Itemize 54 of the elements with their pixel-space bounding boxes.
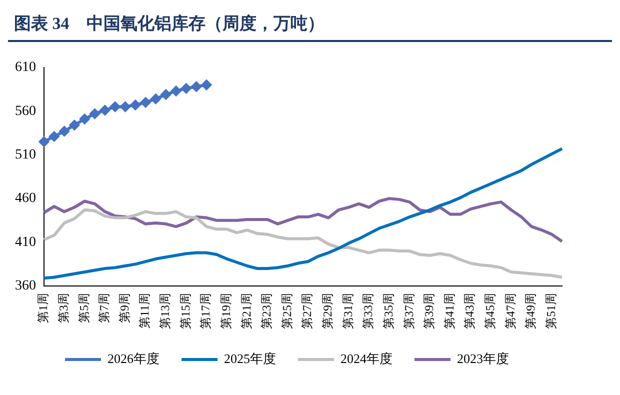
x-tick-label: 第19周 <box>218 293 233 329</box>
x-tick-label: 第33周 <box>361 293 376 329</box>
x-tick-label: 第27周 <box>300 293 314 329</box>
y-tick-label: 360 <box>15 278 36 294</box>
point <box>160 90 171 100</box>
point <box>100 105 110 116</box>
y-tick-label: 610 <box>15 60 36 76</box>
x-tick-label: 第1周 <box>36 293 50 323</box>
x-tick-label: 第7周 <box>97 293 112 323</box>
point <box>110 102 120 112</box>
x-tick-label: 第41周 <box>442 293 456 329</box>
point <box>39 136 49 147</box>
point <box>130 100 140 110</box>
point <box>80 114 90 124</box>
x-tick-label: 第5周 <box>76 293 91 323</box>
x-tick-label: 第29周 <box>320 293 335 329</box>
x-tick-label: 第45周 <box>483 293 498 329</box>
x-tick-label: 第51周 <box>544 293 558 329</box>
x-tick-label: 第49周 <box>524 293 538 329</box>
point <box>90 108 100 119</box>
x-tick-label: 第25周 <box>280 293 294 329</box>
point <box>69 120 80 130</box>
x-tick-label: 第31周 <box>340 293 355 329</box>
x-tick-label: 第37周 <box>402 293 416 329</box>
legend-label: 2024年度 <box>340 350 392 366</box>
legend-label: 2025年度 <box>224 350 276 366</box>
x-tick-label: 第9周 <box>117 293 132 323</box>
point <box>49 131 60 142</box>
y-tick-label: 560 <box>15 104 36 119</box>
x-tick-label: 第17周 <box>198 293 213 329</box>
x-tick-label: 第3周 <box>56 293 70 323</box>
y-tick-label: 410 <box>15 234 36 250</box>
legend-label: 2023年度 <box>457 350 509 366</box>
x-tick-label: 第43周 <box>462 293 477 329</box>
point <box>150 94 161 104</box>
y-tick-label: 460 <box>15 191 36 206</box>
point <box>202 80 212 90</box>
x-tick-label: 第11周 <box>138 293 152 329</box>
x-tick-label: 第13周 <box>158 293 172 329</box>
x-tick-label: 第23周 <box>260 293 274 329</box>
x-tick-label: 第21周 <box>239 293 254 329</box>
point <box>181 83 192 94</box>
x-tick-label: 第39周 <box>422 293 436 329</box>
point <box>191 82 202 92</box>
point <box>171 86 182 96</box>
point <box>59 126 70 136</box>
legend-label: 2026年度 <box>108 350 160 366</box>
x-tick-label: 第15周 <box>178 293 192 329</box>
chart-title: 图表 34 中国氧化铝库存（周度，万吨） <box>8 8 612 42</box>
point <box>120 102 130 112</box>
point <box>140 97 151 108</box>
y-tick-label: 510 <box>15 148 36 163</box>
x-tick-label: 第47周 <box>503 293 518 329</box>
x-tick-label: 第35周 <box>381 293 396 329</box>
